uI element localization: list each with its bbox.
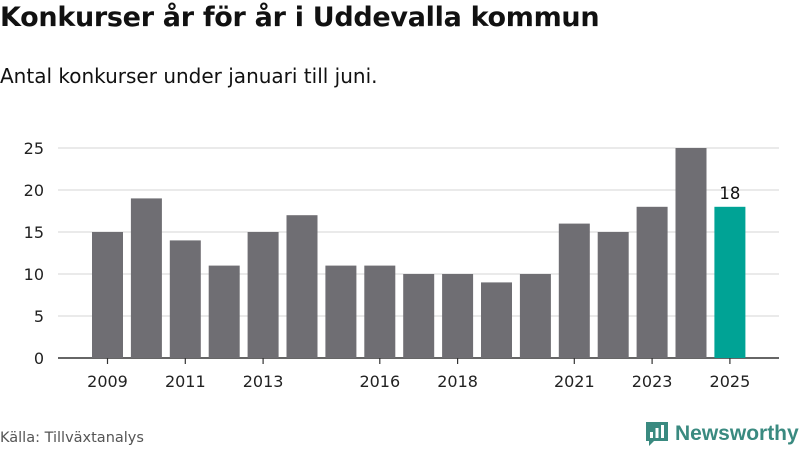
newsworthy-chart-logo-icon	[646, 422, 668, 446]
bar-2025	[714, 206, 746, 358]
source-note: Källa: Tillväxtanalys	[0, 430, 144, 446]
y-tick-label: 0	[34, 349, 44, 368]
bar-2010	[130, 198, 162, 358]
bar-2014	[286, 215, 318, 358]
x-tick-label: 2009	[87, 372, 128, 391]
bar-2016	[364, 265, 396, 358]
data-label-2025: 18	[719, 184, 740, 203]
bar-2019	[481, 282, 512, 358]
bars	[92, 148, 746, 358]
bar-2024	[675, 148, 707, 358]
y-tick-label: 20	[24, 181, 44, 200]
x-tick-label: 2016	[359, 372, 400, 391]
bar-2021	[558, 223, 590, 358]
bar-2011	[169, 240, 201, 358]
bar-2015	[325, 265, 357, 358]
y-tick-label: 5	[34, 307, 44, 326]
y-axis-ticks: 0 5 10 15 20 25	[24, 139, 44, 368]
data-labels: 18	[719, 184, 740, 203]
x-tick-label: 2025	[710, 372, 751, 391]
bar-2022	[597, 232, 629, 358]
bar-2013	[247, 232, 279, 358]
x-tick-label: 2013	[243, 372, 284, 391]
chart-title: Konkurser år för år i Uddevalla kommun	[0, 2, 600, 33]
bar-2018	[442, 274, 474, 358]
x-tick-label: 2023	[632, 372, 673, 391]
bar-2023	[636, 206, 668, 358]
y-tick-label: 10	[24, 265, 44, 284]
logo-text: Newsworthy	[675, 422, 799, 445]
x-tick-label: 2011	[165, 372, 206, 391]
bar-2012	[208, 265, 240, 358]
chart-subtitle: Antal konkurser under januari till juni.	[0, 64, 378, 88]
x-tick-label: 2021	[554, 372, 595, 391]
x-axis-ticks: 2009 2011 2013 2016 2018 2021 2023 2025	[87, 358, 750, 391]
bar-2009	[92, 232, 123, 358]
x-tick-label: 2018	[437, 372, 478, 391]
bar-2017	[403, 274, 435, 358]
newsworthy-logo[interactable]: Newsworthy	[645, 421, 799, 447]
bar-2020	[519, 274, 551, 358]
y-tick-label: 15	[24, 223, 44, 242]
y-tick-label: 25	[24, 139, 44, 158]
